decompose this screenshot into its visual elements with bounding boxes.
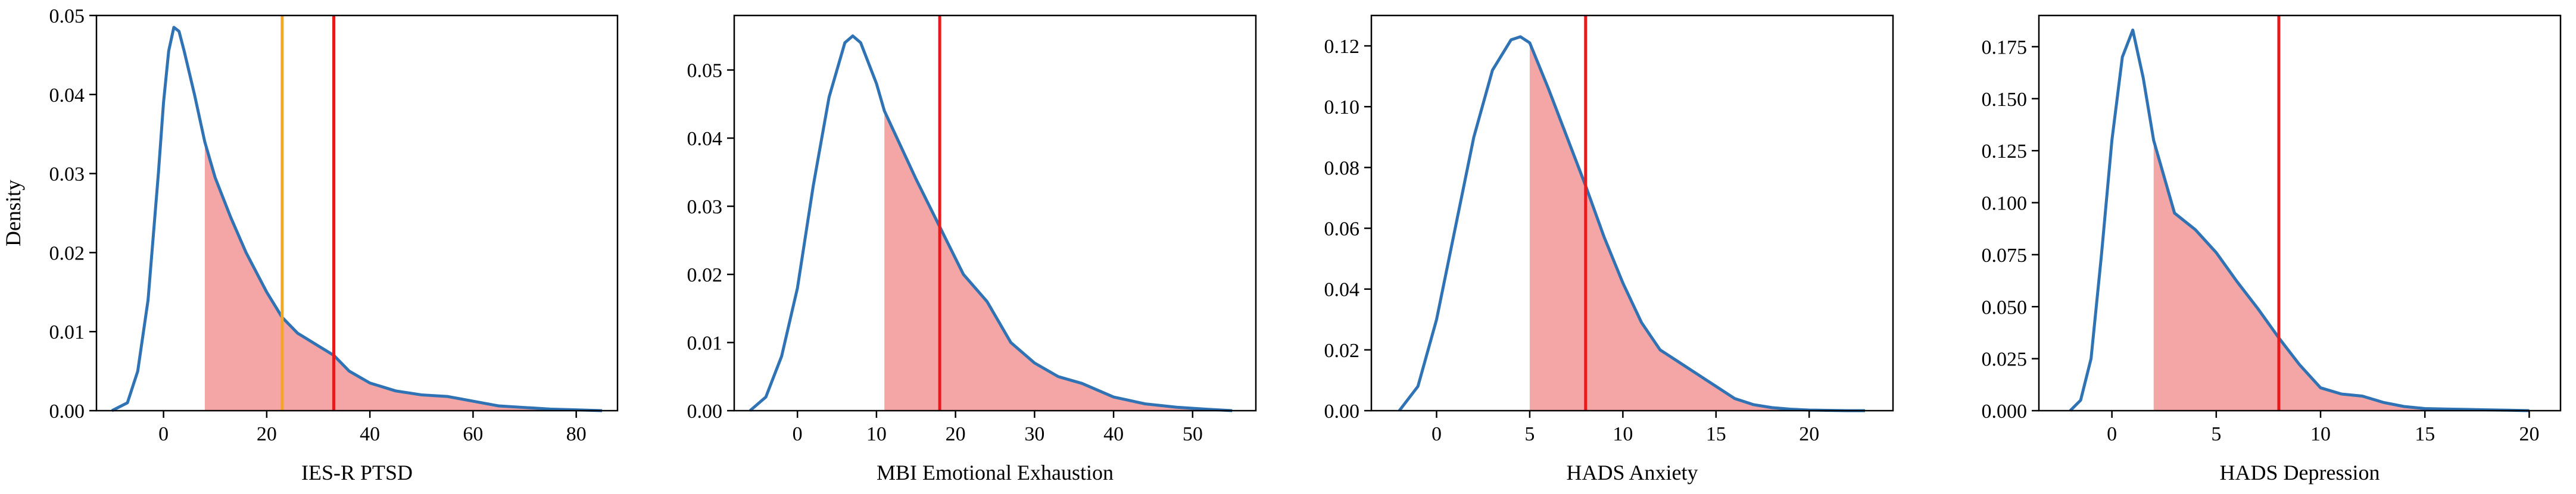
density-curve [111,26,603,412]
y-tick-label: 0.050 [1982,296,2028,318]
x-tick-label: 10 [2310,423,2331,445]
x-tick-label: 0 [158,423,169,445]
y-tick-label: 0.01 [49,321,85,343]
y-tick-label: 0.04 [687,128,723,150]
y-tick-label: 0.00 [49,401,85,423]
x-tick-label: 0 [2107,423,2117,445]
shaded-area [884,111,1233,411]
y-tick-label: 0.12 [1324,36,1360,58]
y-tick-label: 0.000 [1982,401,2028,423]
x-tick-label: 20 [1799,423,1819,445]
y-tick-label: 0.175 [1982,36,2028,58]
x-tick-label: 10 [1613,423,1633,445]
x-tick-label: 80 [566,423,587,445]
x-tick-label: 10 [866,423,887,445]
x-tick-label: 40 [1103,423,1124,445]
y-tick-label: 0.05 [687,60,723,82]
y-tick-label: 0.03 [49,164,85,186]
y-tick-label: 0.125 [1982,140,2028,162]
y-tick-label: 0.05 [49,5,85,27]
axes-frame [733,14,1257,412]
x-axis-label: MBI Emotional Exhaustion [877,461,1114,484]
x-tick-label: 5 [2211,423,2221,445]
x-axis-label: HADS Anxiety [1566,461,1698,484]
x-tick-label: 0 [1432,423,1442,445]
x-tick-label: 30 [1024,423,1044,445]
x-tick-label: 15 [2415,423,2435,445]
y-tick-label: 0.06 [1324,218,1360,240]
density-curve [2069,28,2530,412]
x-tick-label: 5 [1524,423,1535,445]
axes-frame [1370,14,1894,412]
shaded-area [1529,42,1866,411]
x-tick-label: 15 [1706,423,1726,445]
x-tick-label: 0 [793,423,803,445]
y-tick-label: 0.04 [49,85,85,107]
shaded-area [2153,140,2530,411]
x-tick-label: 20 [257,423,277,445]
y-tick-label: 0.02 [687,264,723,286]
density-curve [749,34,1233,412]
y-tick-label: 0.00 [687,401,723,423]
x-tick-label: 20 [2519,423,2539,445]
y-tick-label: 0.04 [1324,279,1360,301]
y-axis-label: Density [1,180,25,246]
axes-frame [95,14,619,412]
x-axis-label: IES-R PTSD [301,461,413,484]
y-tick-label: 0.02 [49,242,85,264]
y-tick-label: 0.025 [1982,349,2028,371]
y-tick-label: 0.00 [1324,401,1360,423]
x-tick-label: 40 [360,423,380,445]
axes-frame [2038,14,2562,412]
y-tick-label: 0.075 [1982,245,2028,267]
y-tick-label: 0.08 [1324,157,1360,179]
y-tick-label: 0.100 [1982,193,2028,215]
y-tick-label: 0.150 [1982,89,2028,111]
x-tick-label: 20 [946,423,966,445]
y-tick-label: 0.10 [1324,96,1360,118]
x-tick-label: 50 [1183,423,1203,445]
y-tick-label: 0.03 [687,196,723,218]
shaded-area [204,142,603,411]
y-tick-label: 0.01 [687,333,723,355]
y-tick-label: 0.02 [1324,340,1360,362]
density-curve [1398,35,1866,412]
x-tick-label: 60 [463,423,483,445]
x-axis-label: HADS Depression [2220,461,2380,484]
